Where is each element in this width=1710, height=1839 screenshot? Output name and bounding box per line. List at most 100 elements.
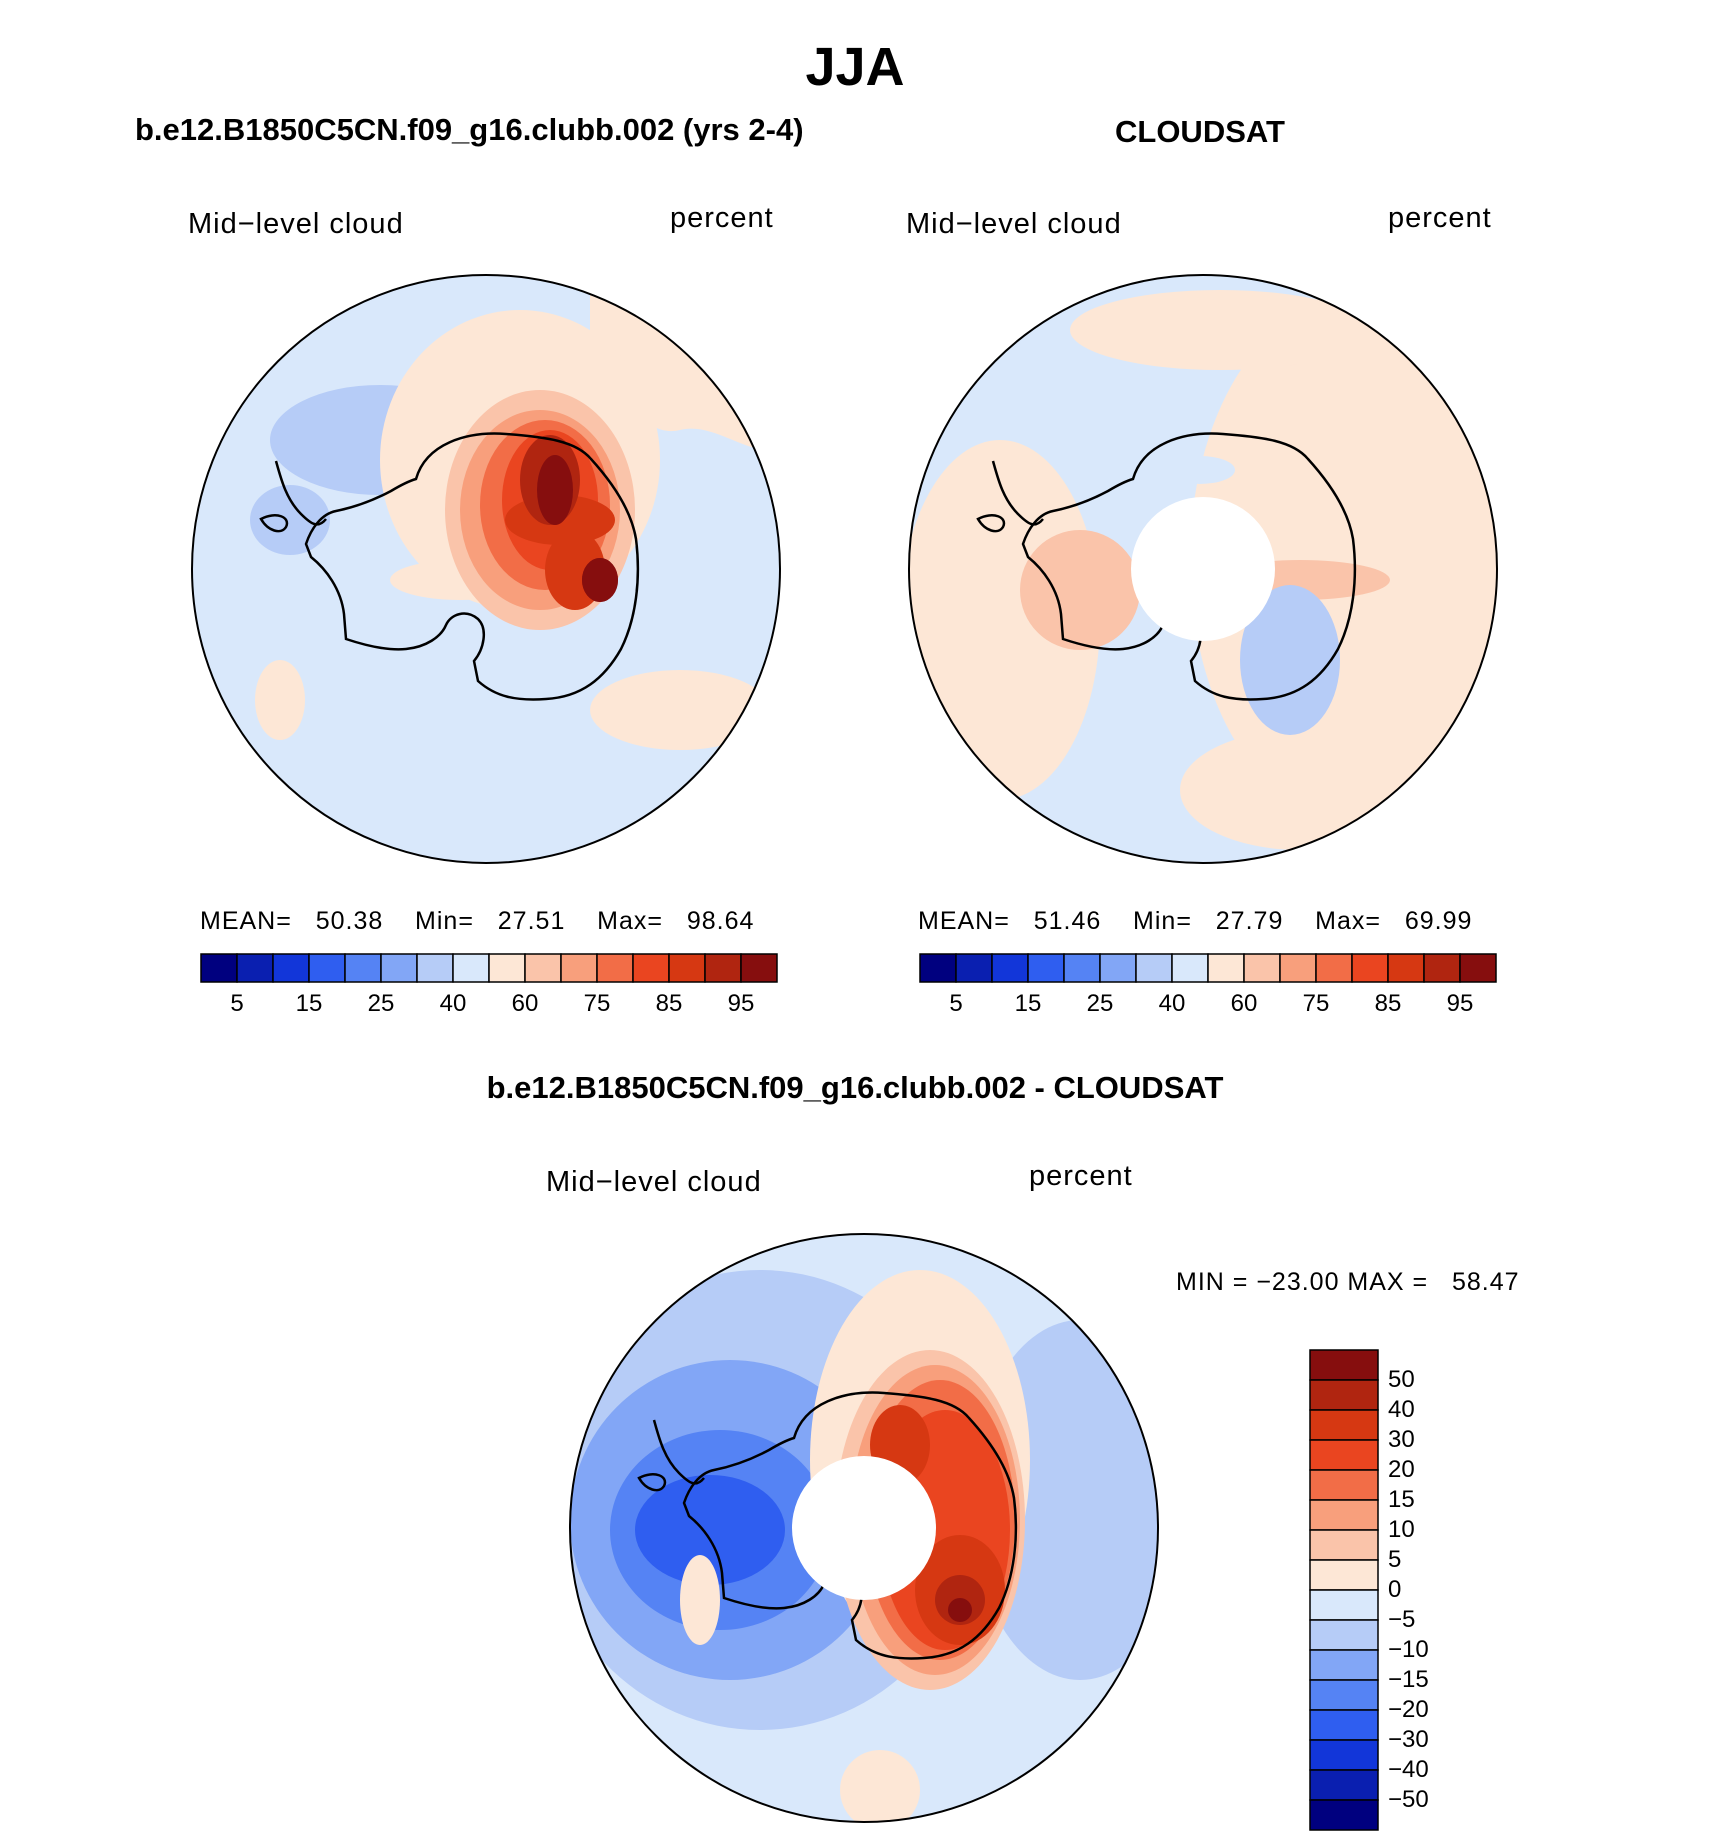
colorbar-tick-label: 10 [1388, 1516, 1415, 1543]
colorbar-cell [1135, 953, 1173, 983]
colorbar-cell [1309, 1529, 1379, 1561]
colorbar-cell [1063, 953, 1101, 983]
colorbar-cell [344, 953, 382, 983]
mean-label: MEAN= [200, 907, 292, 935]
colorbar-tick-label: 15 [295, 990, 323, 1017]
colorbar-cell [740, 953, 778, 983]
panel-model-units-label: percent [670, 202, 774, 234]
panel-obs-title: CLOUDSAT [1115, 114, 1285, 149]
colorbar-tick-label: 95 [727, 990, 755, 1017]
colorbar-tick-label: −50 [1388, 1786, 1429, 1813]
colorbar-cell [1387, 953, 1425, 983]
colorbar-tick-label: 75 [583, 990, 611, 1017]
colorbar-cell [200, 953, 238, 983]
colorbar-tick-label: 20 [1388, 1456, 1415, 1483]
colorbar-cell [1309, 1799, 1379, 1831]
panel-model-colorbar [200, 953, 778, 983]
colorbar-cell [560, 953, 598, 983]
colorbar-cell [1243, 953, 1281, 983]
colorbar-tick-label: −40 [1388, 1756, 1429, 1783]
colorbar-cell [704, 953, 742, 983]
colorbar-cell [668, 953, 706, 983]
max-label: Max= [1315, 907, 1381, 935]
min-label: Min= [415, 907, 474, 935]
colorbar-tick-label: 40 [439, 990, 467, 1017]
panel-diff-units-label: percent [1029, 1160, 1133, 1192]
colorbar-tick-label: 5 [1388, 1546, 1402, 1573]
colorbar-tick-label: −20 [1388, 1696, 1429, 1723]
colorbar-tick-label: 60 [1230, 990, 1258, 1017]
colorbar-cell [1423, 953, 1461, 983]
panel-obs-stats: MEAN= 51.46 Min= 27.79 Max= 69.99 [918, 907, 1472, 936]
figure-title: JJA [805, 37, 905, 97]
colorbar-tick-label: 60 [511, 990, 539, 1017]
colorbar-cell [919, 953, 957, 983]
colorbar-tick-label: 85 [1374, 990, 1402, 1017]
panel-diff-stats: MIN = −23.00 MAX = 58.47 [1176, 1268, 1520, 1296]
colorbar-cell [1309, 1709, 1379, 1741]
colorbar-tick-label: −15 [1388, 1666, 1429, 1693]
colorbar-cell [380, 953, 418, 983]
min-label: Min= [1133, 907, 1192, 935]
colorbar-tick-label: 85 [655, 990, 683, 1017]
mean-value: 50.38 [315, 907, 384, 935]
colorbar-cell [1309, 1559, 1379, 1591]
colorbar-cell [955, 953, 993, 983]
min-value: 27.51 [497, 907, 566, 935]
colorbar-cell [308, 953, 346, 983]
colorbar-tick-label: 40 [1388, 1396, 1415, 1423]
panel-model-stats: MEAN= 50.38 Min= 27.51 Max= 98.64 [200, 907, 754, 936]
colorbar-tick-label: 95 [1446, 990, 1474, 1017]
colorbar-cell [1309, 1589, 1379, 1621]
colorbar-tick-label: 75 [1302, 990, 1330, 1017]
colorbar-cell [1309, 1379, 1379, 1411]
colorbar-cell [1309, 1469, 1379, 1501]
colorbar-cell [1309, 1739, 1379, 1771]
colorbar-cell [991, 953, 1029, 983]
panel-model-title: b.e12.B1850C5CN.f09_g16.clubb.002 (yrs 2… [135, 112, 804, 147]
colorbar-cell [596, 953, 634, 983]
colorbar-tick-label: 5 [230, 990, 244, 1017]
colorbar-tick-label: −5 [1388, 1606, 1416, 1633]
panel-diff-title: b.e12.B1850C5CN.f09_g16.clubb.002 - CLOU… [486, 1070, 1224, 1105]
colorbar-cell [1309, 1619, 1379, 1651]
colorbar-cell [1309, 1349, 1379, 1381]
panel-obs-variable-label: Mid−level cloud [906, 208, 1122, 240]
min-value: 27.79 [1215, 907, 1284, 935]
max-label: Max= [597, 907, 663, 935]
colorbar-cell [416, 953, 454, 983]
max-value: 69.99 [1404, 907, 1473, 935]
colorbar-cell [1309, 1439, 1379, 1471]
colorbar-tick-label: −30 [1388, 1726, 1429, 1753]
colorbar-tick-label: 15 [1388, 1486, 1415, 1513]
colorbar-cell [524, 953, 562, 983]
colorbar-cell [1171, 953, 1209, 983]
colorbar-tick-label: 25 [367, 990, 395, 1017]
panel-diff-colorbar [1309, 1349, 1379, 1831]
panel-obs-colorbar [919, 953, 1497, 983]
panel-diff-map [569, 1233, 1159, 1823]
colorbar-cell [236, 953, 274, 983]
colorbar-cell [1309, 1499, 1379, 1531]
colorbar-cell [1027, 953, 1065, 983]
colorbar-tick-label: 30 [1388, 1426, 1415, 1453]
colorbar-cell [632, 953, 670, 983]
panel-obs-map [908, 274, 1498, 864]
colorbar-cell [1315, 953, 1353, 983]
colorbar-cell [1207, 953, 1245, 983]
panel-diff-variable-label: Mid−level cloud [546, 1166, 762, 1198]
panel-obs-units-label: percent [1388, 202, 1492, 234]
colorbar-cell [272, 953, 310, 983]
panel-model-variable-label: Mid−level cloud [188, 208, 404, 240]
colorbar-cell [1309, 1769, 1379, 1801]
colorbar-tick-label: 15 [1014, 990, 1042, 1017]
colorbar-tick-label: 25 [1086, 990, 1114, 1017]
colorbar-cell [488, 953, 526, 983]
colorbar-cell [1309, 1649, 1379, 1681]
colorbar-cell [1309, 1679, 1379, 1711]
colorbar-tick-label: 0 [1388, 1576, 1402, 1603]
colorbar-tick-label: −10 [1388, 1636, 1429, 1663]
colorbar-cell [1309, 1409, 1379, 1441]
colorbar-tick-label: 50 [1388, 1366, 1415, 1393]
